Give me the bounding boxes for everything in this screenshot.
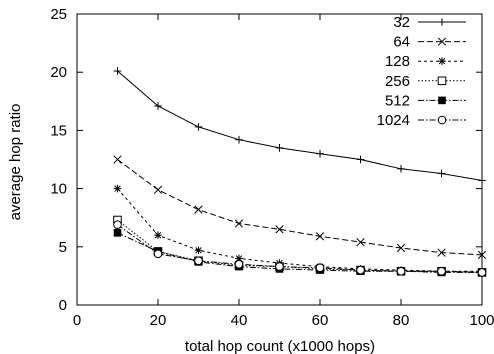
data-point	[397, 165, 405, 173]
series-line	[117, 159, 483, 256]
data-point	[437, 266, 446, 276]
x-axis-title: total hop count (x1000 hops)	[185, 338, 375, 354]
data-point	[396, 266, 406, 276]
data-point	[154, 231, 162, 239]
data-point	[275, 262, 284, 271]
data-point	[315, 263, 325, 273]
data-point	[356, 265, 365, 275]
legend-label: 32	[393, 14, 410, 31]
series-1024	[113, 220, 487, 277]
data-point	[356, 155, 365, 164]
legend-entry-64: 64	[393, 34, 466, 51]
data-point	[234, 259, 244, 269]
legend-marker	[437, 76, 447, 86]
legend-entry-128: 128	[385, 53, 466, 70]
data-point	[154, 102, 162, 110]
data-point	[437, 248, 446, 257]
data-point	[477, 268, 487, 277]
series-group	[113, 67, 487, 277]
data-point	[275, 225, 284, 234]
legend-label: 64	[393, 34, 410, 51]
plot-frame	[76, 13, 483, 306]
series-line	[117, 70, 483, 181]
legend-entry-512: 512	[385, 92, 466, 109]
series-line	[117, 188, 482, 272]
data-point	[113, 155, 122, 164]
y-tick-label: 5	[59, 239, 67, 256]
y-tick-label: 0	[59, 297, 67, 314]
data-point	[234, 219, 244, 228]
y-tick-label: 15	[50, 122, 67, 139]
y-tick-label: 10	[50, 181, 67, 198]
legend: 32 64 128 256 512 1024	[377, 14, 466, 129]
legend-label: 128	[385, 53, 410, 70]
legend-entry-256: 256	[385, 73, 466, 90]
legend-label: 256	[385, 73, 410, 90]
data-point	[316, 149, 324, 158]
series-64	[113, 155, 487, 260]
legend-entry-32: 32	[393, 14, 466, 31]
data-point	[153, 249, 163, 259]
data-point	[113, 229, 122, 237]
axes: 0 20 40 60 80 100 0 5 10 15 20 25	[50, 6, 494, 329]
legend-marker	[438, 57, 446, 65]
series-line	[117, 224, 483, 273]
series-512	[113, 229, 486, 277]
data-point	[153, 185, 163, 194]
data-point	[356, 237, 365, 247]
series-128	[113, 184, 486, 276]
y-axis-title: average hop ratio	[7, 104, 24, 221]
data-point	[478, 176, 486, 185]
legend-entry-1024: 1024	[377, 112, 466, 129]
data-point	[194, 246, 203, 255]
x-tick-label: 0	[73, 312, 81, 329]
data-point	[437, 169, 446, 178]
data-point	[315, 232, 325, 241]
legend-label: 512	[385, 92, 410, 109]
series-line	[117, 219, 483, 273]
x-tick-label: 60	[312, 312, 329, 329]
data-point	[194, 205, 203, 214]
y-tick-label: 20	[50, 64, 67, 81]
series-32	[113, 67, 486, 185]
y-tick-label: 25	[50, 6, 67, 23]
data-point	[396, 243, 406, 253]
x-tick-label: 20	[150, 312, 167, 329]
legend-label: 1024	[377, 112, 410, 129]
data-point	[235, 135, 243, 144]
x-tick-label: 40	[231, 312, 248, 329]
legend-marker	[437, 37, 447, 46]
data-point	[194, 123, 203, 131]
legend-marker	[437, 115, 447, 125]
data-point	[477, 250, 487, 260]
data-point	[113, 220, 122, 229]
x-tick-label: 80	[393, 312, 410, 329]
data-point	[113, 184, 122, 193]
data-point	[194, 256, 203, 266]
data-point	[113, 67, 122, 75]
legend-marker	[438, 96, 446, 105]
data-point	[275, 144, 284, 152]
legend-marker	[438, 18, 446, 26]
series-line	[117, 232, 482, 273]
x-tick-label: 100	[469, 312, 494, 329]
